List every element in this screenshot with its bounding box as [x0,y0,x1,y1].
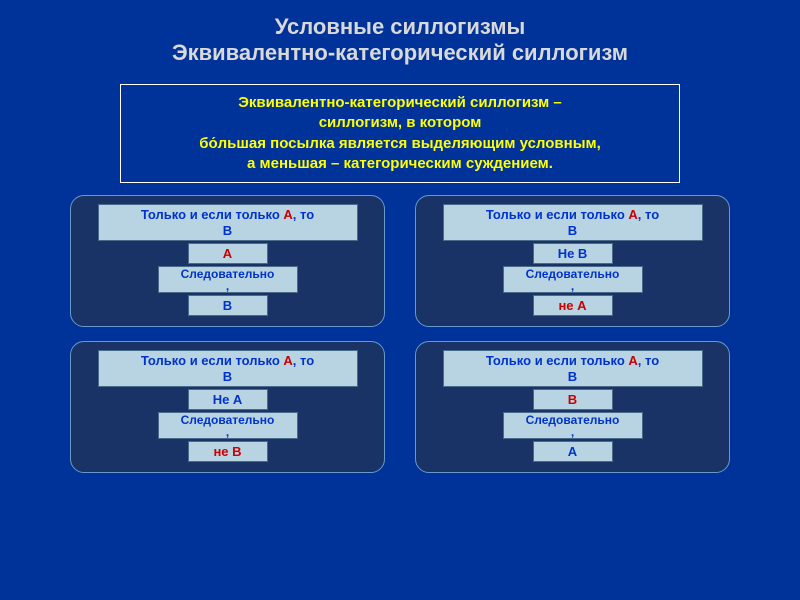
definition-dash: – [549,94,562,111]
definition-body-2: бо́льшая посылка является выделяющим усл… [199,135,601,152]
minor-premise: Не В [533,243,613,264]
syllogism-card: Только и если только А, тоВ В Следовател… [415,341,730,473]
major-premise: Только и если только А, тоВ [443,350,703,387]
definition-box: Эквивалентно-категорический силлогизм – … [120,84,680,183]
slide-title: Условные силлогизмы Эквивалентно-категор… [0,0,800,74]
definition-term: Эквивалентно-категорический силлогизм [238,94,549,111]
follows-label: Следовательно, [503,266,643,293]
follows-label: Следовательно, [158,266,298,293]
minor-premise: А [188,243,268,264]
major-premise: Только и если только А, тоВ [98,204,358,241]
conclusion: не А [533,295,613,316]
syllogism-grid: Только и если только А, тоВ А Следовател… [0,195,800,473]
title-line-1: Условные силлогизмы [20,14,780,40]
definition-body-1: силлогизм, в котором [319,114,482,131]
major-premise: Только и если только А, тоВ [443,204,703,241]
syllogism-card: Только и если только А, тоВ Не В Следова… [415,195,730,327]
follows-label: Следовательно, [503,412,643,439]
minor-premise: В [533,389,613,410]
syllogism-card: Только и если только А, тоВ Не А Следова… [70,341,385,473]
conclusion: В [188,295,268,316]
conclusion: А [533,441,613,462]
follows-label: Следовательно, [158,412,298,439]
major-premise: Только и если только А, тоВ [98,350,358,387]
minor-premise: Не А [188,389,268,410]
syllogism-card: Только и если только А, тоВ А Следовател… [70,195,385,327]
title-line-2: Эквивалентно-категорический силлогизм [20,40,780,66]
conclusion: не В [188,441,268,462]
definition-body-3: а меньшая – категорическим суждением. [247,155,553,172]
